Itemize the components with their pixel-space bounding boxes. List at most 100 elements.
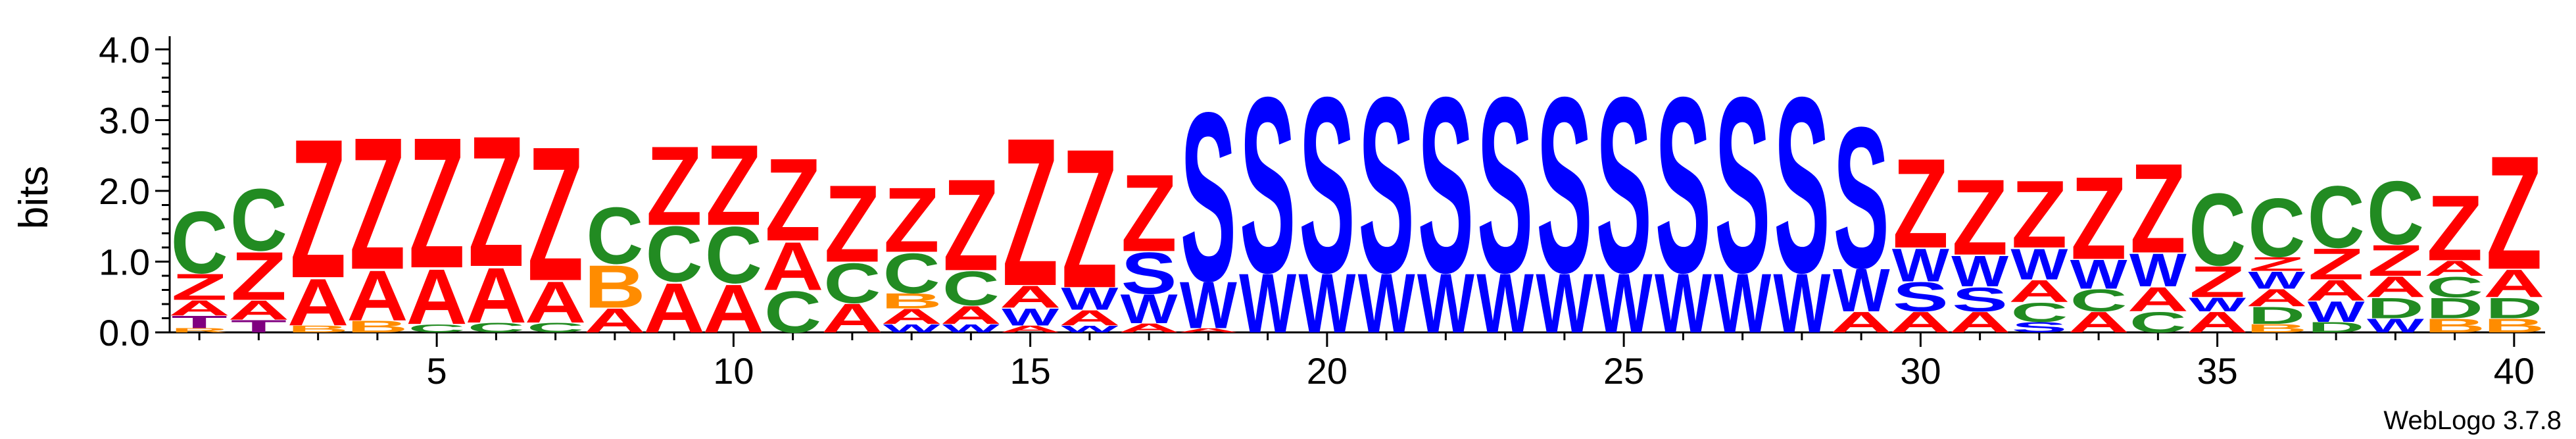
logo-letter-S: S bbox=[1596, 45, 1652, 325]
logo-letter-A: A bbox=[466, 251, 527, 339]
logo-letter-A: A bbox=[762, 228, 823, 304]
logo-letter-A: A bbox=[2305, 274, 2366, 307]
logo-letter-S: S bbox=[2011, 319, 2067, 336]
logo-letter-C: C bbox=[2189, 171, 2246, 287]
logo-letter-W: W bbox=[1121, 286, 1179, 332]
logo-letter-W: W bbox=[1417, 256, 1474, 351]
logo-letter-D: D bbox=[2248, 301, 2305, 329]
logo-letter-Z: Z bbox=[408, 99, 464, 307]
logo-letter-S: S bbox=[1477, 45, 1533, 325]
logo-column: CAZ bbox=[525, 107, 586, 336]
x-tick-label: 20 bbox=[1307, 350, 1348, 392]
logo-letter-C: C bbox=[2129, 306, 2187, 339]
logo-letter-W: W bbox=[2010, 240, 2068, 289]
logo-column: ACZ bbox=[703, 121, 764, 348]
x-tick-label: 5 bbox=[427, 350, 447, 392]
logo-letter-C: C bbox=[2010, 297, 2068, 328]
logo-letter-A: A bbox=[1830, 305, 1891, 338]
logo-letter-A: A bbox=[1890, 305, 1951, 338]
logo-column: WS bbox=[1655, 45, 1712, 350]
logo-letter-A: A bbox=[1000, 324, 1061, 335]
logo-letter-Z: Z bbox=[2130, 137, 2186, 280]
logo-letter-S: S bbox=[1299, 45, 1355, 325]
logo-letter-D: D bbox=[2485, 292, 2542, 325]
y-tick-label: 2.0 bbox=[99, 170, 150, 212]
logo-letter-W: W bbox=[1298, 256, 1355, 351]
x-tick-label: 15 bbox=[1009, 350, 1050, 392]
logo-letter-W: W bbox=[2129, 244, 2187, 297]
logo-letter-R: R bbox=[171, 327, 228, 334]
logo-letter-Z: Z bbox=[468, 98, 524, 306]
logo-letter-Z: Z bbox=[2070, 153, 2126, 285]
logo-letter-W: W bbox=[1358, 256, 1415, 351]
logo-letter-W: W bbox=[1773, 256, 1830, 351]
logo-column: WS bbox=[1773, 45, 1830, 350]
logo-column: BAZ bbox=[347, 98, 408, 336]
x-tick-label: 10 bbox=[713, 350, 754, 392]
logo-letter-A: A bbox=[703, 271, 764, 347]
logo-letter-W: W bbox=[2070, 251, 2128, 297]
logo-column: ABC bbox=[584, 191, 645, 340]
logo-letter-D: D bbox=[2426, 292, 2483, 325]
logo-letter-Z: Z bbox=[2248, 253, 2304, 275]
logo-column: WS bbox=[1358, 45, 1415, 350]
logo-letter-A: A bbox=[2424, 256, 2485, 280]
logo-column: WS bbox=[1714, 45, 1771, 350]
logo-letter-Z: Z bbox=[765, 135, 821, 267]
logo-letter-Z: Z bbox=[171, 266, 227, 308]
logo-column: CAZ bbox=[466, 98, 527, 340]
logo-letter-A: A bbox=[821, 295, 883, 341]
logo-letter-W: W bbox=[1655, 256, 1712, 351]
axes: 0.0 1.0 2.0 3.0 4.0 5 10 15 20 25 30 35 40 bbox=[99, 29, 2545, 392]
logo-letter-Z: Z bbox=[349, 98, 405, 309]
logo-letter-C: C bbox=[527, 320, 584, 335]
logo-letter-A: A bbox=[643, 269, 704, 348]
logo-letter-B: B bbox=[2424, 315, 2485, 336]
logo-letter-C: C bbox=[883, 242, 940, 305]
logo-letter-B: B bbox=[347, 317, 408, 336]
logo-letter-A: A bbox=[347, 256, 408, 336]
logo-letter-Z: Z bbox=[2427, 176, 2483, 280]
logo-letter-Z: Z bbox=[290, 97, 346, 319]
logo-letter-B: B bbox=[2483, 315, 2544, 336]
logo-letter-C: C bbox=[586, 191, 643, 281]
logo-letter-S: S bbox=[1893, 274, 1949, 321]
logo-letter-W: W bbox=[1714, 256, 1771, 351]
logo-letter-T: T bbox=[231, 317, 287, 336]
logo-letter-A: A bbox=[584, 301, 645, 340]
logo-letter-C: C bbox=[2367, 163, 2424, 263]
logo-letter-Z: Z bbox=[824, 163, 880, 286]
logo-letter-S: S bbox=[1655, 45, 1711, 325]
logo-letter-A: A bbox=[406, 253, 467, 341]
x-tick-label: 25 bbox=[1603, 350, 1644, 392]
logo-letter-Z: Z bbox=[1061, 107, 1117, 329]
logo-letter-A: A bbox=[1118, 321, 1179, 335]
logo-column: WS bbox=[1298, 45, 1355, 350]
logo-letter-S: S bbox=[1774, 45, 1830, 325]
x-tick-label: 30 bbox=[1900, 350, 1941, 392]
logo-letter-W: W bbox=[1892, 239, 1949, 292]
logo-letter-T: T bbox=[171, 313, 227, 332]
logo-column: AWS bbox=[1830, 85, 1891, 338]
logo-letter-A: A bbox=[2246, 284, 2307, 312]
x-tick-label: 40 bbox=[2494, 350, 2535, 392]
logo-letter-Z: Z bbox=[2308, 240, 2364, 289]
logo-letter-D: D bbox=[2308, 319, 2365, 336]
logo-letter-S: S bbox=[1418, 45, 1474, 325]
logo-letter-Z: Z bbox=[231, 238, 287, 315]
logo-letter-W: W bbox=[1180, 267, 1237, 342]
logo-letter-W: W bbox=[942, 322, 1000, 335]
logo-letter-A: A bbox=[940, 301, 1002, 330]
logo-letter-Z: Z bbox=[2368, 236, 2423, 286]
logo-letter-W: W bbox=[2189, 294, 2246, 316]
